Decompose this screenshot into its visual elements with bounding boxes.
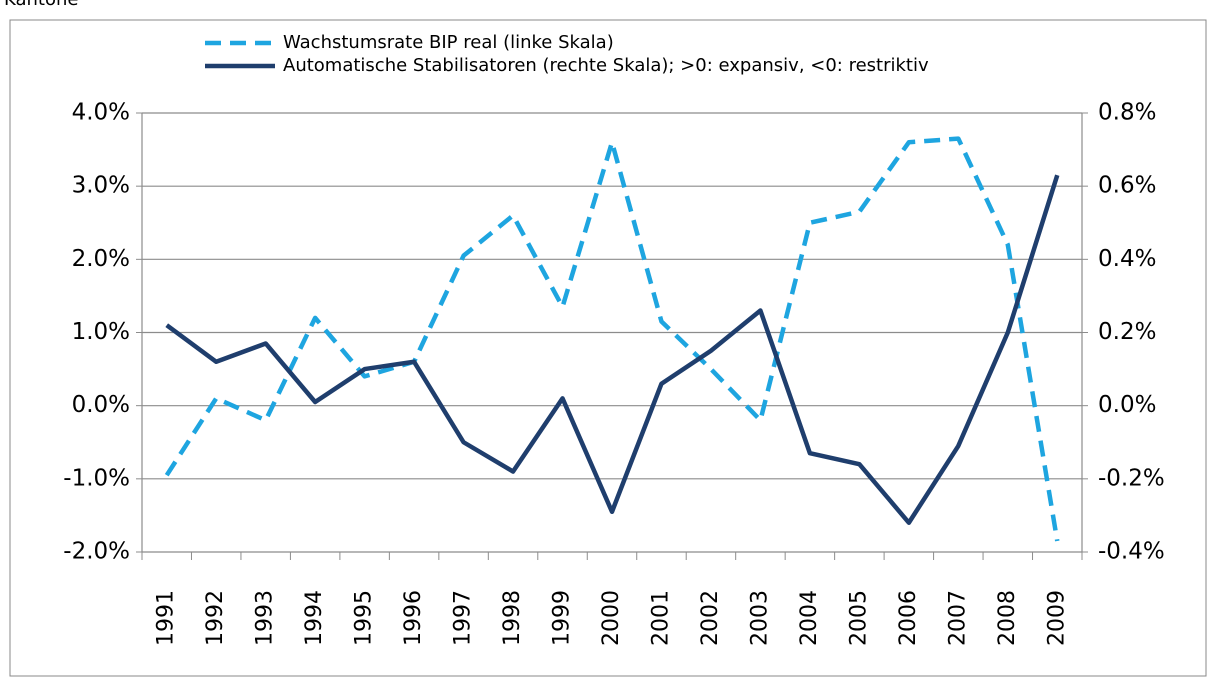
x-tick-label: 2000 [599, 590, 624, 646]
legend-label: Automatische Stabilisatoren (rechte Skal… [283, 55, 929, 76]
legend-label: Wachstumsrate BIP real (linke Skala) [283, 32, 614, 53]
y-tick-label: 1.0% [72, 319, 130, 345]
y2-tick-label: 0.4% [1098, 246, 1156, 272]
x-tick-label: 1996 [401, 590, 426, 646]
y-tick-label: 0.0% [72, 392, 130, 418]
x-tick-label: 2003 [747, 590, 772, 646]
chart-border [9, 19, 1207, 677]
x-tick-label: 2002 [698, 590, 723, 646]
y-tick-label: 3.0% [72, 173, 130, 199]
y-tick-label: -1.0% [63, 465, 130, 491]
x-tick-label: 1995 [352, 590, 377, 646]
x-tick-label: 1992 [203, 590, 228, 646]
y2-tick-label: 0.8% [1098, 100, 1156, 126]
series-line [164, 136, 1060, 542]
chart-title: Kantone [4, 0, 78, 10]
y-tick-label: -2.0% [63, 539, 130, 565]
x-tick-label: 2009 [1044, 590, 1069, 646]
x-tick-label: 2004 [797, 590, 822, 646]
x-tick-label: 1998 [500, 590, 525, 646]
x-tick-label: 2001 [648, 590, 673, 646]
x-tick-label: 1993 [253, 590, 278, 646]
x-tick-label: 1991 [154, 590, 179, 646]
series-line [165, 174, 1060, 525]
x-tick-label: 2007 [945, 590, 970, 646]
y2-tick-label: -0.4% [1098, 539, 1165, 565]
y2-tick-label: 0.0% [1098, 392, 1156, 418]
y2-tick-label: 0.2% [1098, 319, 1156, 345]
y2-tick-label: -0.2% [1098, 465, 1165, 491]
x-tick-label: 2008 [995, 590, 1020, 646]
x-tick-label: 1999 [550, 590, 575, 646]
x-tick-label: 2005 [846, 590, 871, 646]
y-tick-label: 2.0% [72, 246, 130, 272]
x-tick-label: 1997 [451, 590, 476, 646]
y-tick-label: 4.0% [72, 100, 130, 126]
x-tick-label: 1994 [302, 590, 327, 646]
y2-tick-label: 0.6% [1098, 173, 1156, 199]
x-tick-label: 2006 [896, 590, 921, 646]
